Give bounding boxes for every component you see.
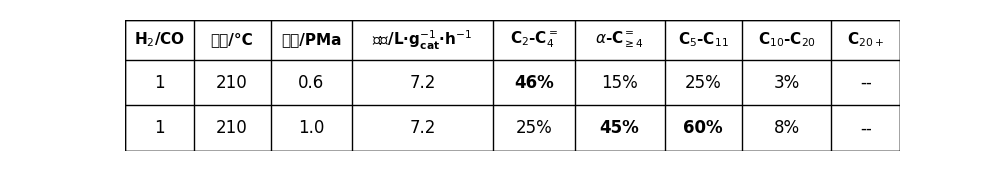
- Text: 46%: 46%: [514, 74, 554, 92]
- Text: 8%: 8%: [773, 119, 800, 137]
- Text: 60%: 60%: [683, 119, 723, 137]
- Text: 7.2: 7.2: [409, 74, 436, 92]
- Text: 空速/L·g$_{\mathregular{cat}}^{-1}$·h$^{-1}$: 空速/L·g$_{\mathregular{cat}}^{-1}$·h$^{-1…: [372, 28, 473, 52]
- Text: 210: 210: [216, 119, 248, 137]
- Text: $\alpha$-C$_{\geq4}^=$: $\alpha$-C$_{\geq4}^=$: [595, 30, 644, 50]
- Text: 1: 1: [154, 119, 165, 137]
- Text: 15%: 15%: [601, 74, 638, 92]
- Text: C$_2$-C$_4^=$: C$_2$-C$_4^=$: [510, 30, 558, 50]
- Text: 25%: 25%: [685, 74, 721, 92]
- Text: 25%: 25%: [516, 119, 552, 137]
- Text: C$_5$-C$_{11}$: C$_5$-C$_{11}$: [678, 31, 728, 49]
- Text: 3%: 3%: [773, 74, 800, 92]
- Text: --: --: [860, 119, 872, 137]
- Text: 210: 210: [216, 74, 248, 92]
- Text: 7.2: 7.2: [409, 119, 436, 137]
- Text: 温度/°C: 温度/°C: [211, 32, 253, 48]
- Text: 1: 1: [154, 74, 165, 92]
- Text: H$_2$/CO: H$_2$/CO: [134, 31, 185, 49]
- Text: --: --: [860, 74, 872, 92]
- Text: 压力/PMa: 压力/PMa: [281, 32, 342, 48]
- Text: 45%: 45%: [600, 119, 639, 137]
- Text: 1.0: 1.0: [298, 119, 324, 137]
- Text: C$_{20+}$: C$_{20+}$: [847, 31, 884, 49]
- Text: C$_{10}$-C$_{20}$: C$_{10}$-C$_{20}$: [758, 31, 816, 49]
- Text: 0.6: 0.6: [298, 74, 324, 92]
